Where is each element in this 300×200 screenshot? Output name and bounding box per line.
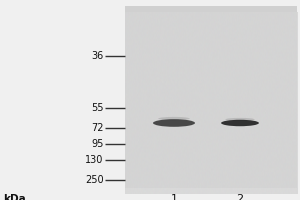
Ellipse shape	[225, 118, 255, 121]
Text: 130: 130	[85, 155, 103, 165]
Text: 36: 36	[91, 51, 104, 61]
Text: 55: 55	[91, 103, 103, 113]
Ellipse shape	[158, 117, 190, 120]
Ellipse shape	[153, 119, 195, 127]
Text: 95: 95	[91, 139, 104, 149]
Text: 2: 2	[236, 194, 244, 200]
Bar	[124, 6, 297, 188]
Text: 1: 1	[170, 194, 178, 200]
Text: 250: 250	[85, 175, 104, 185]
Text: 72: 72	[91, 123, 103, 133]
Ellipse shape	[221, 120, 259, 126]
Text: kDa: kDa	[3, 194, 26, 200]
